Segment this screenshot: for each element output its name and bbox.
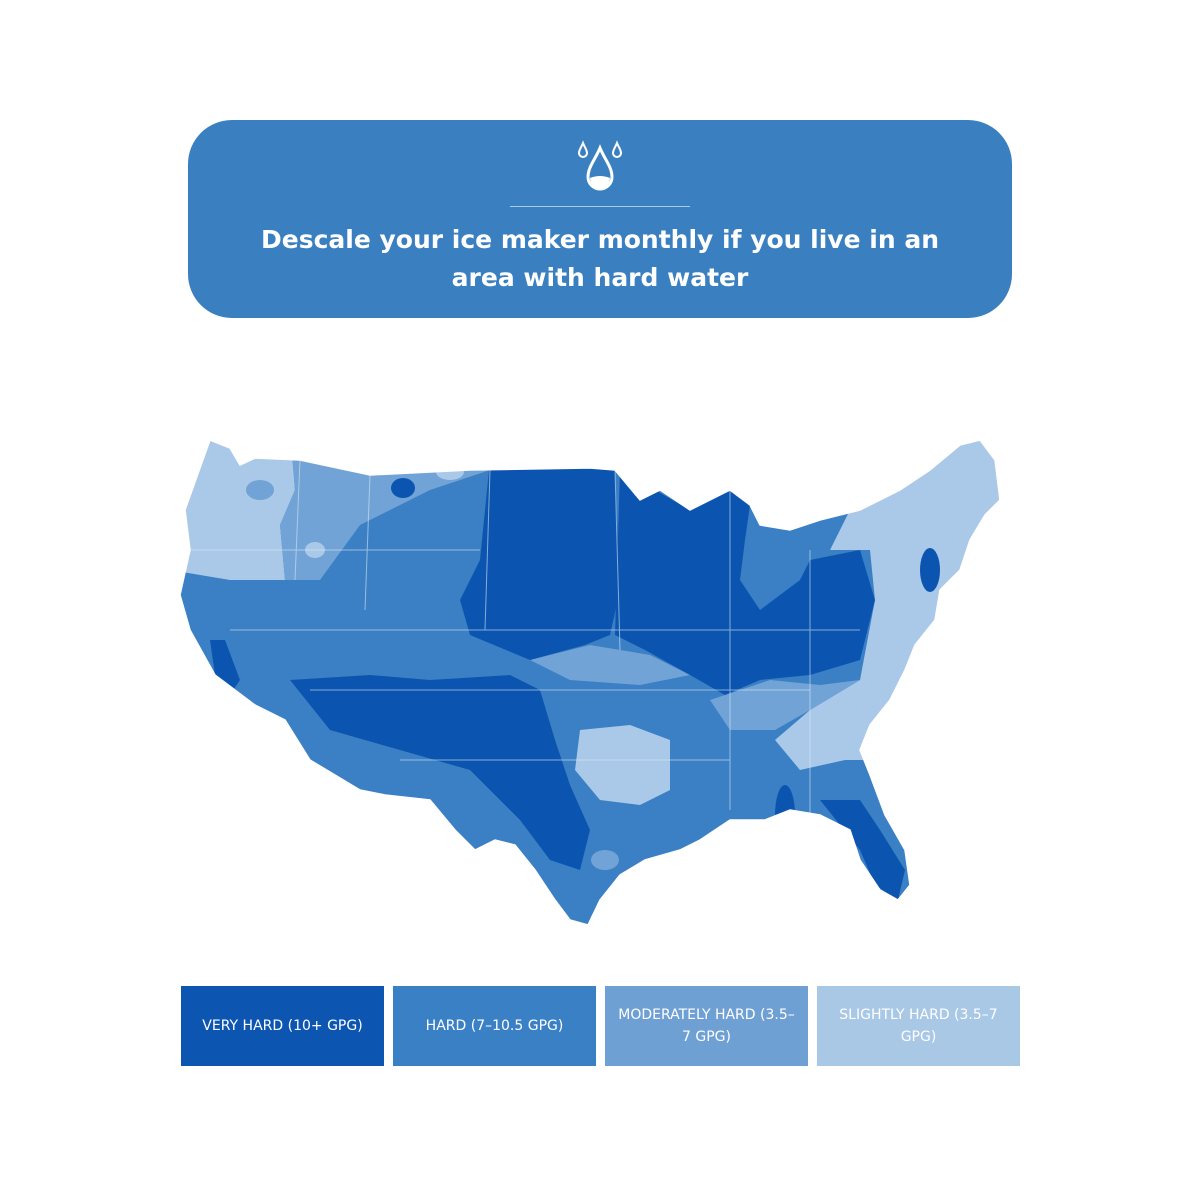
banner-divider [510, 206, 690, 207]
legend-very-hard-label: VERY HARD (10+ GPG) [202, 1018, 363, 1034]
legend-slightly-hard-label: SLIGHTLY HARD (3.5–7 GPG) [839, 1007, 998, 1045]
legend-moderately-hard: MODERATELY HARD (3.5–7 GPG) [605, 986, 808, 1066]
legend-slightly-hard: SLIGHTLY HARD (3.5–7 GPG) [817, 986, 1020, 1066]
legend-moderately-hard-label: MODERATELY HARD (3.5–7 GPG) [618, 1007, 795, 1045]
water-drops-icon [577, 140, 623, 191]
info-banner: Descale your ice maker monthly if you li… [188, 120, 1012, 318]
legend-hard-label: HARD (7–10.5 GPG) [425, 1018, 564, 1034]
legend-very-hard: VERY HARD (10+ GPG) [181, 986, 384, 1066]
hardness-legend: VERY HARD (10+ GPG) HARD (7–10.5 GPG) MO… [181, 986, 1020, 1066]
us-map-svg [179, 439, 1001, 926]
legend-hard: HARD (7–10.5 GPG) [393, 986, 596, 1066]
banner-headline: Descale your ice maker monthly if you li… [260, 225, 939, 292]
us-hardness-map [170, 430, 1040, 950]
